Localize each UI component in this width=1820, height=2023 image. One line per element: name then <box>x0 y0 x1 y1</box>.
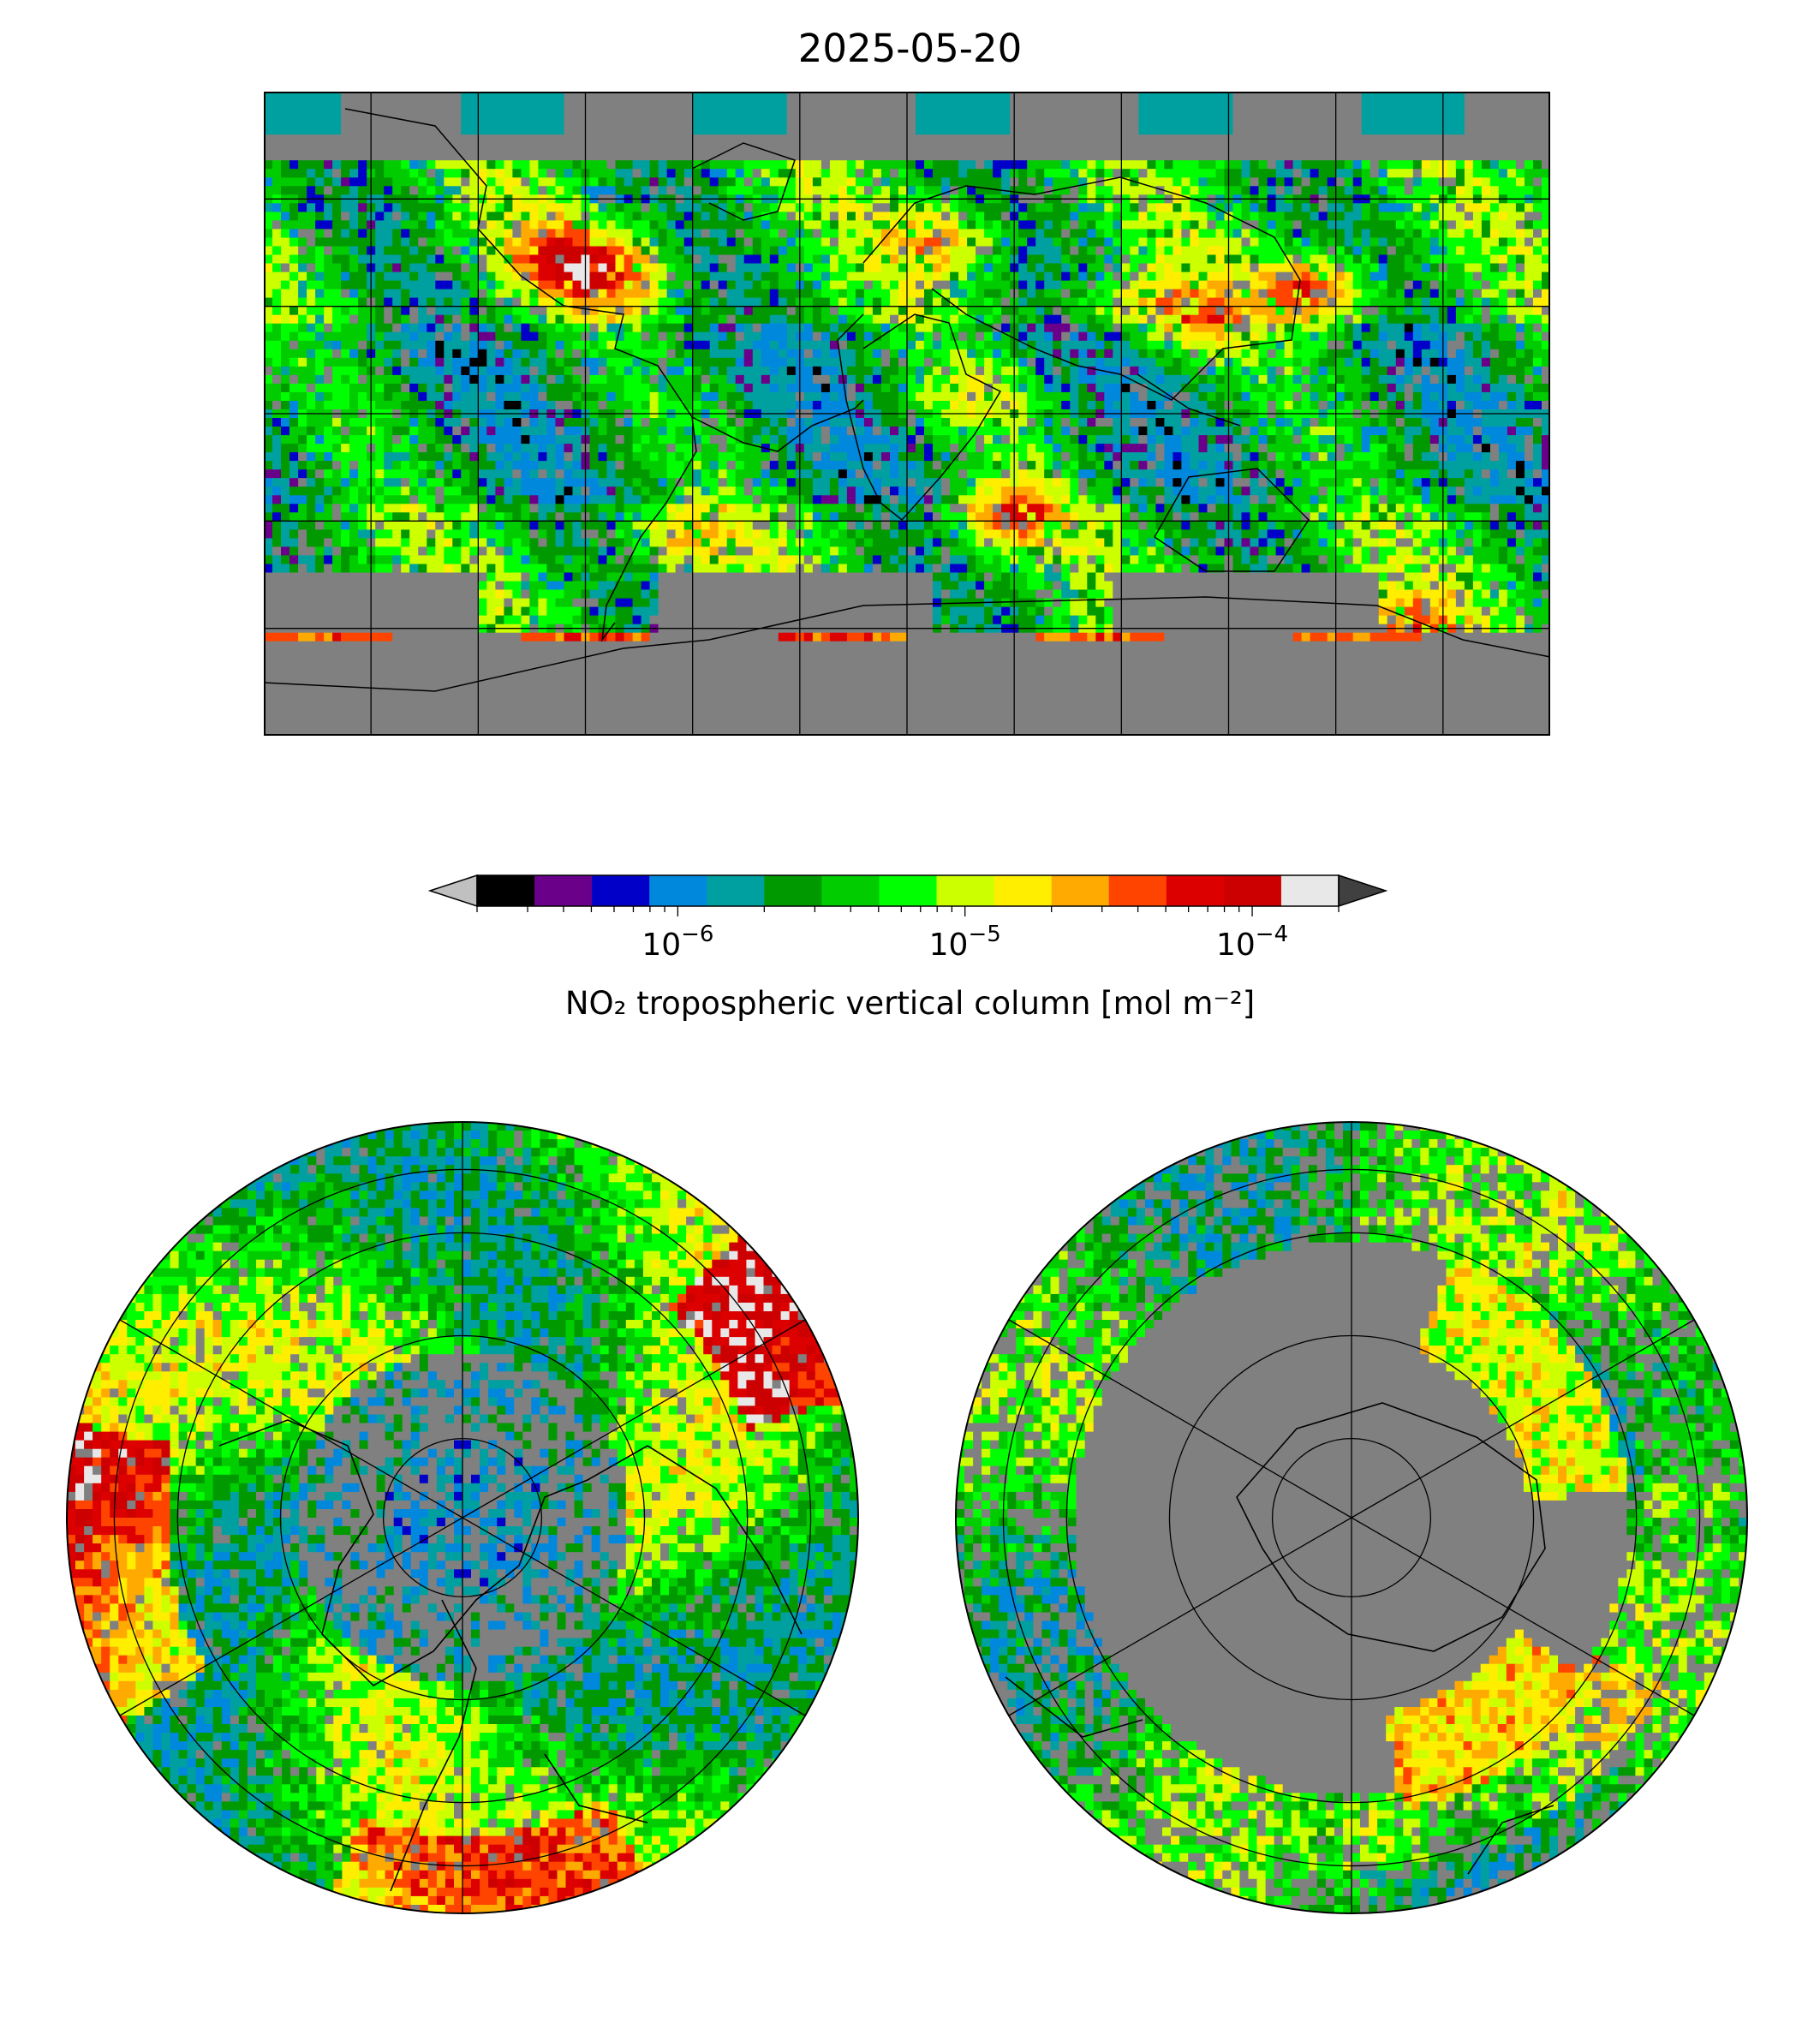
no2-field <box>67 1122 858 1913</box>
global-map[interactable] <box>264 92 1550 736</box>
coastlines <box>218 1419 803 1892</box>
no2-field <box>956 1122 1747 1913</box>
meridian <box>119 1517 463 1716</box>
gridlines <box>1002 1122 1701 1913</box>
gridlines <box>264 92 1550 736</box>
coastline-0 <box>344 108 697 642</box>
colorbar-tick-label: 10−5 <box>929 922 1001 963</box>
coastline-4 <box>1137 373 1241 427</box>
meridian <box>462 1517 806 1716</box>
colorbar-gradient <box>477 875 1340 906</box>
meridian <box>1351 1319 1695 1519</box>
meridian <box>119 1319 463 1519</box>
colorbar-minor-ticks <box>476 906 1340 916</box>
map-boundary <box>955 1121 1748 1914</box>
coastline-7 <box>691 142 796 221</box>
meridian <box>462 1319 806 1519</box>
coastline-1 <box>691 399 864 452</box>
map-boundary <box>66 1121 859 1914</box>
coastline-6 <box>264 596 1550 692</box>
meridian <box>1008 1319 1352 1519</box>
colorbar-under-extension <box>428 874 478 908</box>
map-frame <box>264 92 1550 736</box>
colorbar-frame <box>476 874 1340 907</box>
gridlines <box>113 1122 812 1913</box>
colorbar: 10−6 10−5 10−4 <box>428 874 1388 963</box>
colorbar-label: NO₂ tropospheric vertical column [mol m⁻… <box>0 985 1820 1022</box>
meridian <box>1008 1517 1352 1716</box>
north-polar-map[interactable] <box>65 1120 860 1915</box>
south-polar-map[interactable] <box>954 1120 1749 1915</box>
colorbar-tick-label: 10−6 <box>641 922 713 963</box>
coastline-5 <box>1154 468 1310 572</box>
colorbar-over-extension <box>1338 874 1388 908</box>
coastlines <box>1005 1402 1554 1875</box>
coastlines <box>264 108 1550 692</box>
map-title: 2025-05-20 <box>0 26 1820 71</box>
meridian <box>1351 1517 1695 1716</box>
coastline-2 <box>837 313 1002 522</box>
colorbar-tick-label: 10−4 <box>1216 922 1288 963</box>
coastline-3 <box>862 176 1301 401</box>
